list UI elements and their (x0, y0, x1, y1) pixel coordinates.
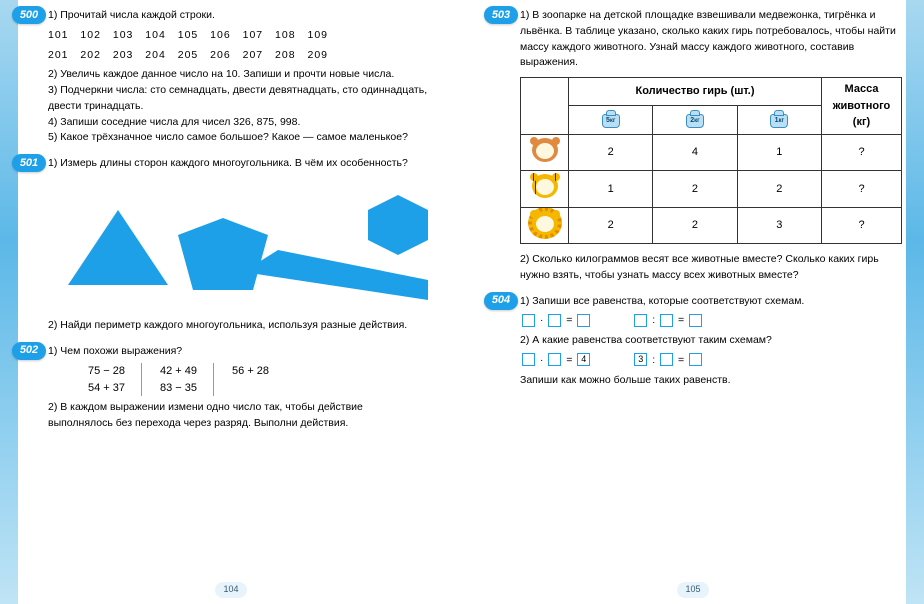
task-badge: 502 (12, 342, 46, 360)
task-502-expressions: 75 − 28 54 + 37 42 + 49 83 − 35 56 + 28 (48, 363, 430, 396)
box (577, 314, 590, 327)
task-500-q5: 5) Какое трёхзначное число самое большое… (48, 130, 430, 146)
expr-col-1: 75 − 28 54 + 37 (88, 363, 142, 396)
tiger-icon (521, 171, 569, 208)
task-500-q4: 4) Запиши соседние числа для чисел 326, … (48, 115, 430, 131)
cell: 1 (737, 134, 821, 171)
weight-5kg-icon: 5кг (569, 105, 653, 134)
box-filled: 3 (634, 353, 647, 366)
weight-2kg-icon: 2кг (653, 105, 737, 134)
side-band-right (906, 0, 924, 604)
cell: 2 (737, 171, 821, 208)
weight-unit: кг (694, 117, 700, 126)
page-number-left: 104 (215, 582, 247, 598)
task-500-row1: 101 102 103 104 105 106 107 108 109 (48, 28, 430, 44)
task-501: 501 1) Измерь длины сторон каждого много… (28, 156, 430, 334)
op: · (540, 354, 544, 366)
box (634, 314, 647, 327)
task-501-q1: 1) Измерь длины сторон каждого многоугол… (48, 156, 430, 172)
task-504-schemes-2: · = 4 3 : = (520, 353, 902, 369)
bear-icon (521, 134, 569, 171)
shapes-svg (48, 180, 448, 310)
scheme-3: · = 4 (520, 353, 592, 369)
task-500-row2: 201 202 203 204 205 206 207 208 209 (48, 48, 430, 64)
page-right: 503 1) В зоопарке на детской площадке вз… (462, 0, 924, 604)
cell: 3 (737, 207, 821, 244)
cell: 2 (569, 134, 653, 171)
op: : (652, 314, 655, 326)
box (689, 353, 702, 366)
expr: 83 − 35 (160, 380, 197, 397)
weights-header: Количество гирь (шт.) (569, 78, 822, 106)
table-row-lion: 2 2 3 ? (521, 207, 902, 244)
scheme-4: 3 : = (632, 353, 704, 369)
scheme-1: · = (520, 313, 592, 329)
blank-header (521, 78, 569, 135)
task-badge: 504 (484, 292, 518, 310)
box (522, 353, 535, 366)
expr-col-2: 42 + 49 83 − 35 (160, 363, 214, 396)
lion-icon (521, 207, 569, 244)
zoo-table: Количество гирь (шт.) Масса животного (к… (520, 77, 902, 244)
expr: 75 − 28 (88, 363, 125, 380)
task-503-q1: 1) В зоопарке на детской площадке взвеши… (520, 8, 902, 71)
table-header-row: Количество гирь (шт.) Масса животного (к… (521, 78, 902, 106)
page-left: 500 1) Прочитай числа каждой строки. 101… (0, 0, 462, 604)
task-badge: 503 (484, 6, 518, 24)
expr-col-3: 56 + 28 (232, 363, 285, 396)
task-500-q3: 3) Подчеркни числа: сто семнадцать, двес… (48, 83, 430, 115)
cell: 4 (653, 134, 737, 171)
trapezoid-shape (243, 250, 428, 300)
cell: ? (822, 171, 902, 208)
cell: ? (822, 207, 902, 244)
box (660, 353, 673, 366)
cell: 1 (569, 171, 653, 208)
task-500-q2: 2) Увеличь каждое данное число на 10. За… (48, 67, 430, 83)
task-502-q1: 1) Чем похожи выражения? (48, 344, 430, 360)
expr: 42 + 49 (160, 363, 197, 380)
cell: 2 (569, 207, 653, 244)
task-501-q2: 2) Найди периметр каждого многоугольника… (48, 318, 430, 334)
task-502: 502 1) Чем похожи выражения? 75 − 28 54 … (28, 344, 430, 432)
cell: 2 (653, 207, 737, 244)
box (522, 314, 535, 327)
task-504-schemes-1: · = : = (520, 313, 902, 329)
op: : (652, 354, 655, 366)
expr: 54 + 37 (88, 380, 125, 397)
expr: 56 + 28 (232, 363, 269, 380)
cell: 2 (653, 171, 737, 208)
op: · (540, 314, 544, 326)
task-500: 500 1) Прочитай числа каждой строки. 101… (28, 8, 430, 146)
triangle-shape (68, 210, 168, 285)
pentagon-shape (178, 218, 268, 290)
weight-unit: кг (610, 117, 616, 126)
task-503: 503 1) В зоопарке на детской площадке вз… (500, 8, 902, 284)
weight-unit: кг (779, 117, 785, 126)
weight-1kg-icon: 1кг (737, 105, 821, 134)
box-filled: 4 (577, 353, 590, 366)
task-501-shapes (48, 180, 448, 310)
box (689, 314, 702, 327)
task-504-q3: Запиши как можно больше таких равенств. (520, 373, 902, 389)
task-500-q1: 1) Прочитай числа каждой строки. (48, 8, 430, 24)
task-504: 504 1) Запиши все равенства, которые соо… (500, 294, 902, 389)
task-badge: 500 (12, 6, 46, 24)
side-band-left (0, 0, 18, 604)
task-503-q2: 2) Сколько килограммов весят все животны… (520, 252, 902, 284)
task-badge: 501 (12, 154, 46, 172)
task-504-q2: 2) А какие равенства соответствуют таким… (520, 333, 902, 349)
page-number-right: 105 (677, 582, 709, 598)
cell: ? (822, 134, 902, 171)
table-row-bear: 2 4 1 ? (521, 134, 902, 171)
task-504-q1: 1) Запиши все равенства, которые соответ… (520, 294, 902, 310)
box (548, 353, 561, 366)
box (660, 314, 673, 327)
task-502-q2: 2) В каждом выражении измени одно число … (48, 400, 430, 432)
hexagon-shape (368, 195, 428, 255)
scheme-2: : = (632, 313, 704, 329)
table-row-tiger: 1 2 2 ? (521, 171, 902, 208)
box (548, 314, 561, 327)
mass-header: Масса животного (кг) (822, 78, 902, 135)
